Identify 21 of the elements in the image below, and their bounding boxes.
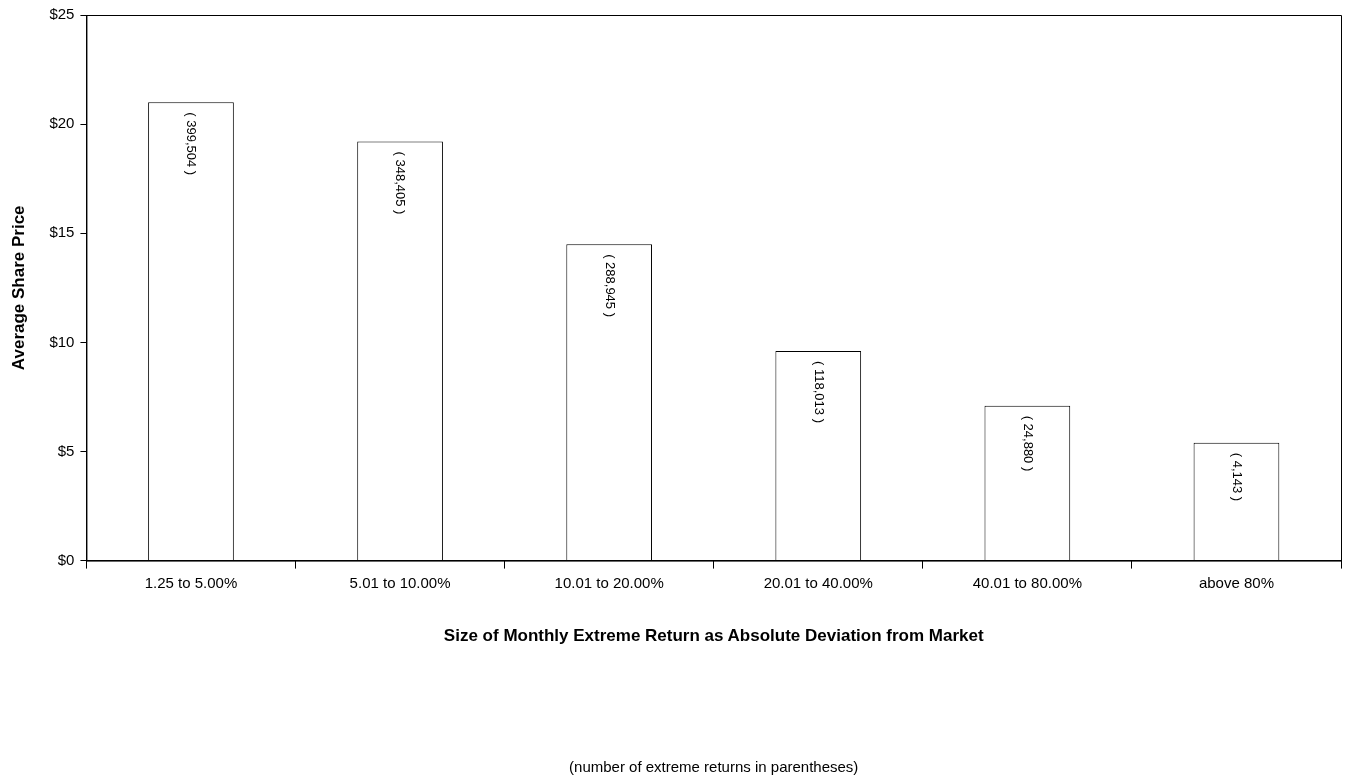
x-axis-title: Size of Monthly Extreme Return as Absolute Deviation from Market: [443, 626, 984, 646]
annotation: ( 118,013 ): [811, 361, 827, 424]
text: (number of extreme returns in parentheses): [569, 757, 859, 775]
x-tick-label: 10.01 to 20.00%: [554, 573, 664, 591]
x-tick-label: 20.01 to 40.00%: [763, 573, 873, 591]
x-tick-label: 40.01 to 80.00%: [972, 573, 1082, 591]
x-tick-label: above 80%: [1198, 573, 1274, 591]
y-tick-label: $5: [57, 441, 75, 459]
x-tick-label: 1.25 to 5.00%: [144, 573, 238, 591]
y-tick-label: $0: [57, 550, 75, 568]
y-tick-label: $25: [49, 5, 75, 23]
y-tick-label: $20: [49, 114, 75, 132]
y-axis-title: Average Share Price: [8, 205, 28, 371]
x-tick-label: 5.01 to 10.00%: [349, 573, 451, 591]
annotation: ( 4,143 ): [1229, 452, 1245, 502]
y-tick-label: $10: [49, 332, 75, 350]
annotation: ( 399,504 ): [184, 112, 200, 176]
annotation: ( 24,880 ): [1020, 415, 1036, 472]
y-tick-label: $15: [49, 223, 75, 241]
annotation: ( 348,405 ): [393, 151, 409, 215]
annotation: ( 288,945 ): [602, 254, 618, 318]
